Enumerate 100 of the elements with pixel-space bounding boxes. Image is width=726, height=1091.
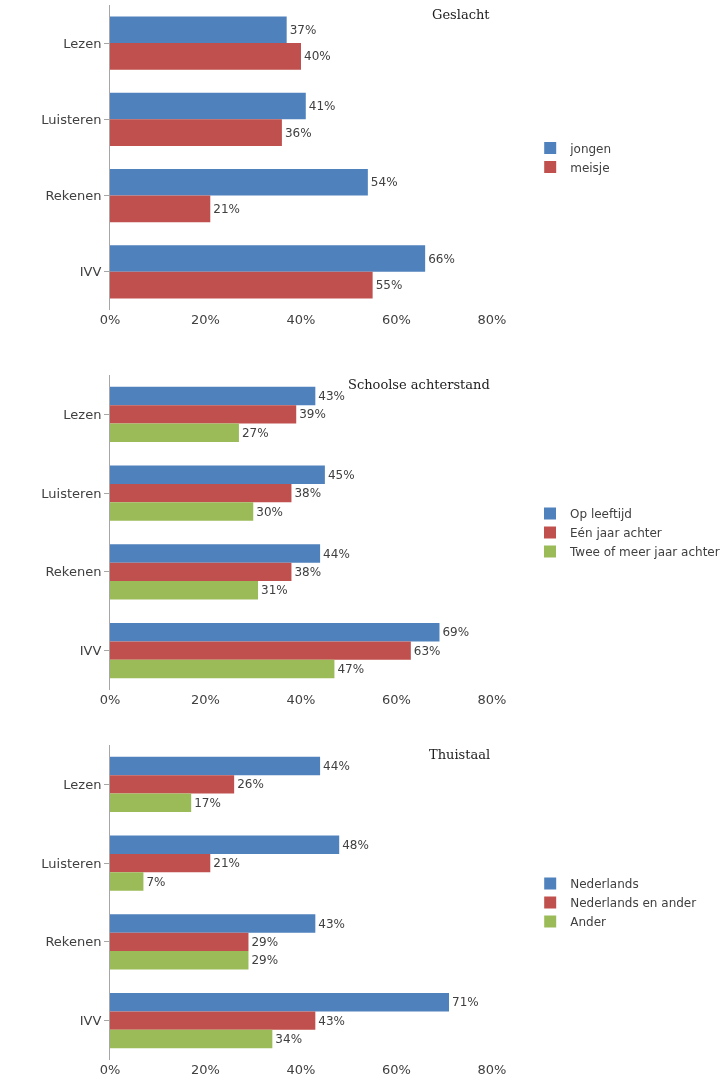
bar	[110, 119, 282, 147]
legend-label: Ander	[570, 915, 607, 930]
x-tick-label: 80%	[477, 692, 507, 707]
bar	[110, 423, 239, 442]
y-tick-label: Lezen	[63, 776, 102, 792]
bar	[110, 1029, 273, 1049]
data-label: 69%	[442, 625, 470, 640]
y-tick-label: IVV	[79, 264, 102, 280]
x-tick-label: 20%	[191, 692, 220, 707]
y-tick-label: Rekenen	[45, 188, 102, 204]
data-label: 36%	[284, 125, 312, 140]
data-label: 48%	[342, 837, 369, 852]
bar	[110, 835, 340, 854]
bar	[110, 386, 316, 406]
data-label: 40%	[304, 49, 331, 64]
data-label: 26%	[237, 777, 264, 792]
data-label: 21%	[213, 201, 240, 216]
chart-title: Thuistaal	[429, 747, 491, 762]
bar	[110, 872, 144, 891]
chart-title: Schoolse achterstand	[348, 377, 490, 392]
bar	[110, 793, 192, 812]
x-tick-label: 0%	[99, 312, 121, 327]
x-tick-label: 80%	[477, 1062, 507, 1077]
y-tick-label: Rekenen	[45, 564, 102, 580]
data-label: 17%	[194, 795, 221, 810]
bar	[110, 168, 368, 196]
bar	[110, 16, 287, 44]
x-tick-label: 60%	[382, 312, 411, 327]
legend-label: meisje	[570, 160, 610, 175]
y-tick-label: Luisteren	[41, 111, 102, 127]
x-tick-label: 0%	[99, 692, 121, 707]
bar	[110, 465, 325, 484]
x-tick-label: 0%	[99, 1062, 121, 1077]
data-label: 66%	[428, 251, 455, 266]
bar	[110, 1011, 316, 1030]
data-label: 47%	[337, 662, 365, 676]
data-label: 63%	[413, 643, 441, 658]
data-label: 31%	[261, 583, 288, 598]
bar	[110, 271, 373, 299]
x-tick-label: 60%	[382, 1062, 411, 1077]
data-label: 34%	[275, 1032, 303, 1046]
data-label: 43%	[318, 916, 345, 931]
bar	[110, 43, 301, 70]
bar	[110, 641, 411, 660]
legend-label: Nederlands	[570, 877, 639, 892]
data-label: 29%	[251, 953, 279, 968]
bar	[110, 659, 335, 679]
bar	[110, 405, 297, 424]
x-tick-label: 80%	[477, 312, 507, 327]
data-label: 55%	[375, 278, 403, 293]
x-tick-label: 40%	[286, 692, 316, 707]
bar	[110, 483, 292, 503]
legend-label: jongen	[569, 141, 612, 156]
y-tick-label: Luisteren	[41, 855, 102, 871]
bar	[110, 623, 440, 642]
x-tick-label: 20%	[191, 1062, 220, 1077]
x-tick-label: 60%	[382, 692, 411, 707]
bar	[110, 914, 316, 933]
bar	[110, 993, 450, 1012]
legend-label: Eén jaar achter	[570, 526, 662, 541]
bar	[110, 853, 211, 873]
x-tick-label: 20%	[191, 312, 220, 327]
data-label: 43%	[318, 1013, 345, 1028]
legend-label: Twee of meer jaar achter	[569, 545, 720, 560]
y-tick-label: IVV	[79, 1013, 102, 1029]
data-label: 21%	[213, 856, 240, 871]
data-label: 37%	[289, 22, 317, 37]
y-tick-label: IVV	[79, 643, 102, 659]
chart-title: Geslacht	[432, 7, 491, 22]
y-tick-label: Lezen	[63, 35, 102, 51]
data-label: 44%	[323, 759, 350, 773]
data-label: 44%	[323, 546, 350, 561]
y-tick-label: Lezen	[63, 406, 102, 422]
data-label: 39%	[299, 407, 326, 422]
legend-label: Nederlands en ander	[570, 896, 697, 911]
data-label: 45%	[327, 467, 355, 482]
data-label: 29%	[251, 934, 279, 949]
bar	[110, 932, 249, 952]
data-label: 27%	[241, 425, 269, 440]
data-label: 71%	[452, 995, 479, 1010]
bar	[110, 562, 292, 582]
data-label: 38%	[294, 486, 322, 501]
legend-label: Op leeftijd	[570, 507, 632, 522]
x-tick-label: 40%	[286, 312, 316, 327]
data-label: 7%	[146, 874, 166, 889]
bar	[110, 951, 249, 970]
data-label: 54%	[370, 175, 398, 190]
bar	[110, 775, 235, 794]
data-label: 43%	[318, 389, 345, 403]
bar	[110, 195, 211, 223]
bar	[110, 92, 306, 120]
bar	[110, 581, 259, 600]
bar	[110, 756, 321, 776]
y-tick-label: Rekenen	[45, 934, 102, 950]
data-label: 41%	[308, 99, 336, 114]
bar	[110, 544, 321, 563]
data-label: 38%	[294, 564, 322, 579]
bar	[110, 502, 254, 521]
data-label: 30%	[256, 504, 283, 519]
x-tick-label: 40%	[286, 1062, 316, 1077]
